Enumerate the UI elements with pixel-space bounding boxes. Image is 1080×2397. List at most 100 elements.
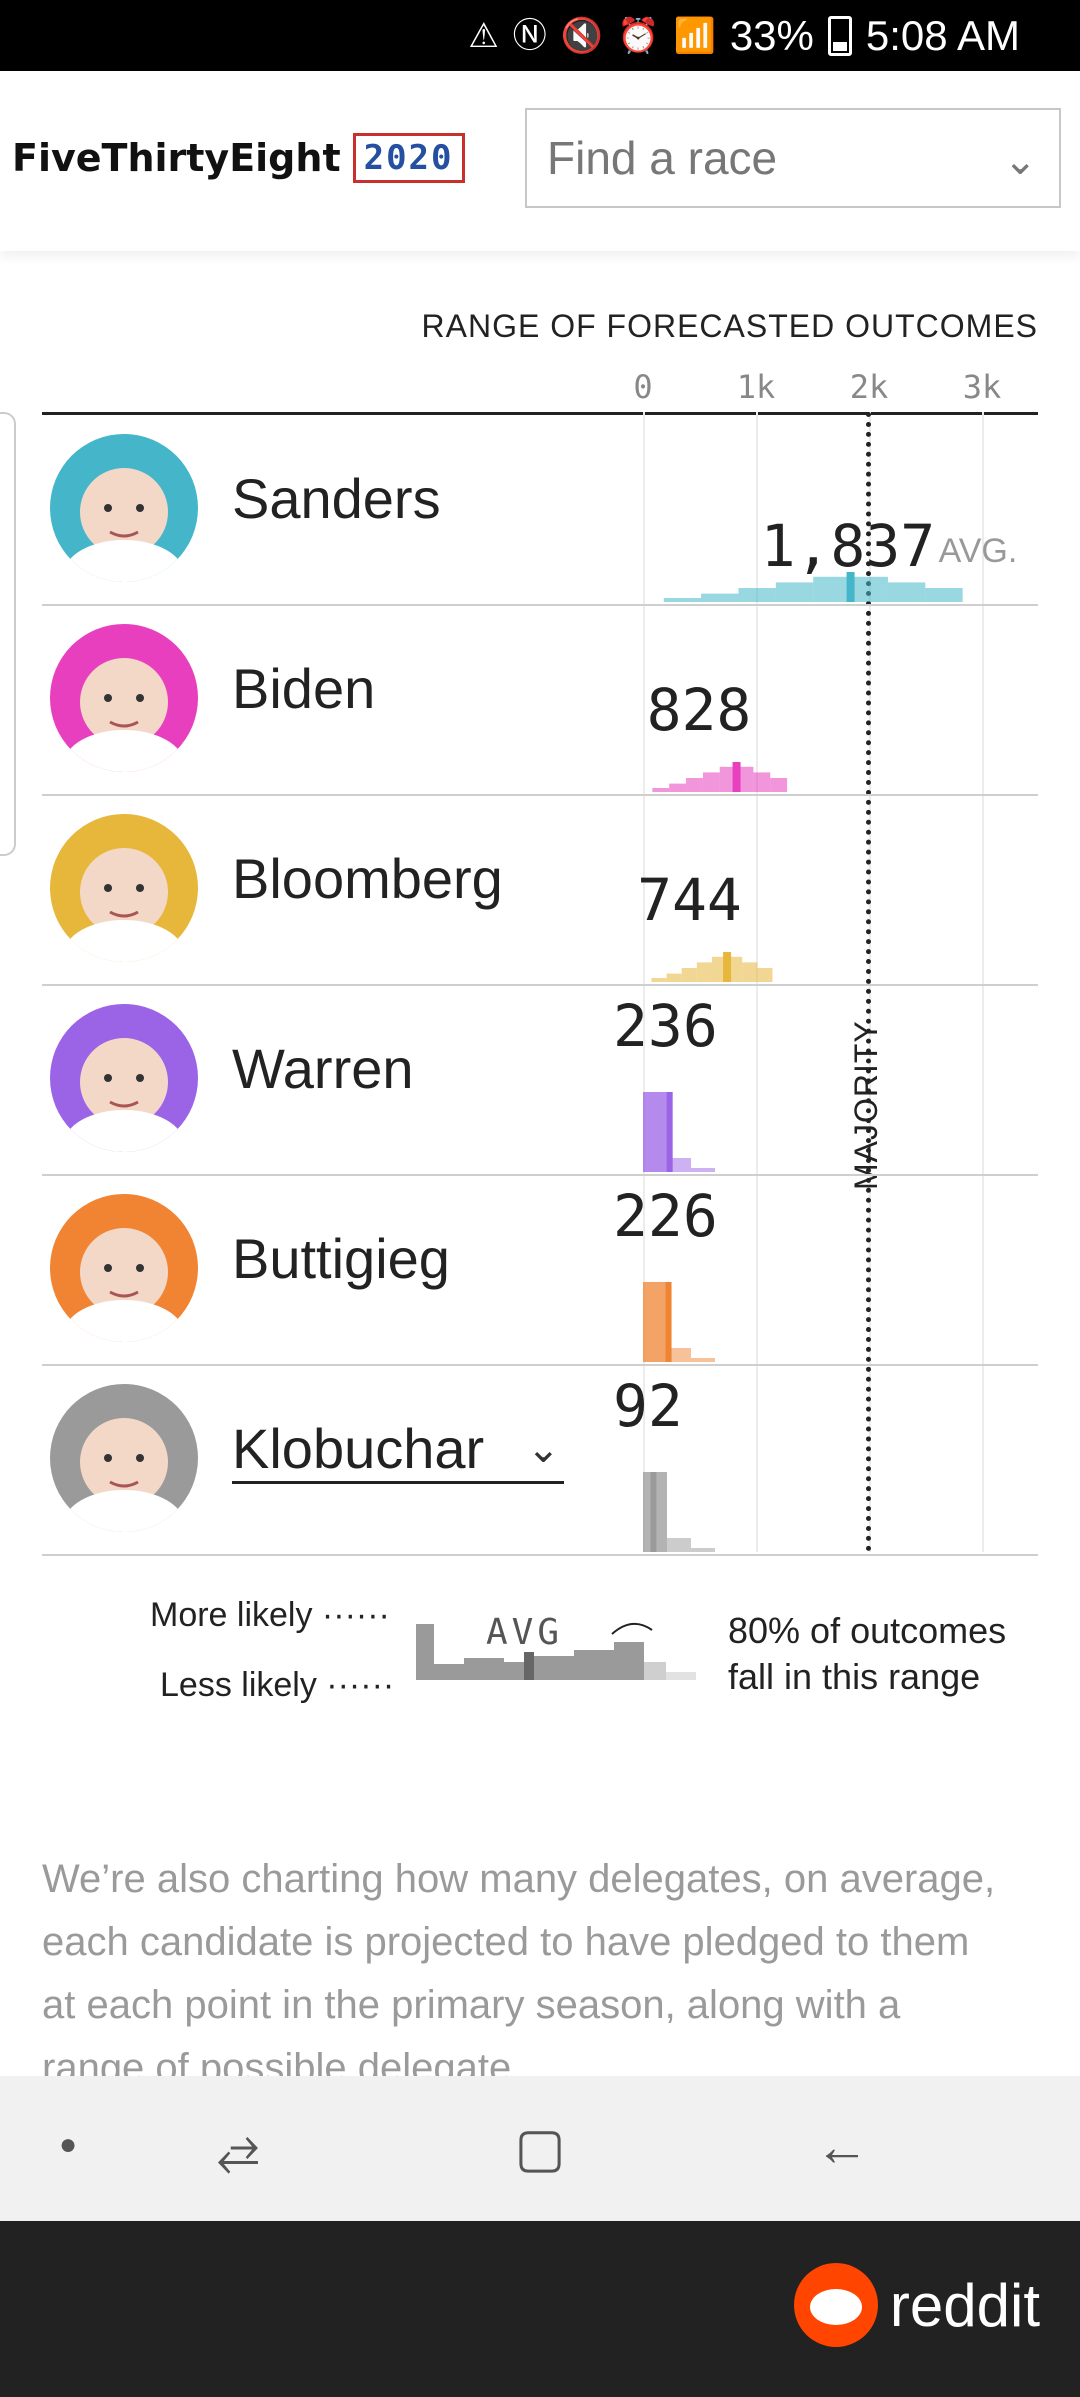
histogram-bar [663,598,702,602]
recent-apps-icon[interactable]: ⥄ [216,2117,260,2177]
brand-name: FiveThirtyEight [12,136,341,180]
histogram-bar [666,973,682,982]
histogram-bar [696,962,712,982]
x-tick-label: 0 [633,368,653,406]
histogram-bar [701,593,739,602]
histogram-bar [681,968,697,982]
delegate-value-label: 744 [637,866,742,934]
candidate-row: Bloomberg 744 [42,794,1038,986]
histogram-bar [643,1092,667,1172]
battery-percent: 33% [729,12,814,59]
clock: 5:08 AM [865,12,1020,59]
gridline [982,412,984,1552]
candidate-row: Klobuchar ⌄ 92 [42,1364,1038,1556]
histogram-bar [669,783,687,792]
candidate-avatar [50,434,198,582]
histogram-bar [686,778,703,792]
candidate-name: Bloomberg [232,847,503,910]
x-tick-label: 2k [849,368,889,406]
avg-marker [846,572,855,602]
wifi-icon: 📶 [673,17,716,55]
outcome-histogram [651,952,773,982]
histogram-bar [775,582,814,602]
histogram-bar [753,772,771,792]
histogram-bar [813,576,851,602]
reddit-logo: reddit [793,2263,1040,2347]
outcome-histogram [643,1472,715,1552]
histogram-bar [691,1358,715,1362]
histogram-bar [691,1168,715,1172]
candidate-name: Sanders [232,467,441,530]
find-race-input[interactable] [545,130,969,186]
delegate-value-label: 92 [613,1372,683,1440]
alert-icon: ⚠ [468,17,499,55]
histogram-bar [757,968,773,982]
candidate-row: Warren 236 [42,984,1038,1176]
candidate-name[interactable]: Klobuchar ⌄ [232,1416,565,1484]
reddit-footer: reddit [0,2221,1080,2397]
x-tick-label: 1k [736,368,776,406]
back-icon[interactable]: ← [815,2117,869,2177]
delegate-value-label: 828 [646,676,752,744]
legend-less-likely: Less likely ······ [160,1666,395,1704]
avg-marker [666,1092,673,1172]
outcome-histogram [663,572,963,602]
histogram-bar [742,962,758,982]
histogram-bar [643,1282,667,1362]
histogram-bar [652,788,670,792]
histogram-bar [651,978,667,982]
candidate-avatar [50,1004,198,1152]
brand-year: 2020 [352,133,465,183]
candidate-avatar [50,1194,198,1342]
candidate-row: Buttigieg 226 [42,1174,1038,1366]
nfc-icon: Ⓝ [512,17,547,55]
alarm-icon: ⏰ [617,17,660,55]
mute-icon: 🔇 [560,17,604,55]
avg-marker [732,762,741,792]
histogram-bar [719,766,737,792]
side-tab-handle[interactable] [0,412,16,856]
candidate-avatar [50,1384,198,1532]
home-icon[interactable]: ▢ [514,2118,566,2178]
histogram-bar [667,1348,691,1362]
candidate-row: Biden 828 [42,604,1038,796]
status-bar: ⚠ Ⓝ 🔇 ⏰ 📶 33% 5:08 AM [0,0,1080,71]
outcome-histogram [652,762,788,792]
nav-dot-icon[interactable]: ● [58,2128,78,2161]
histogram-bar [738,588,776,602]
delegate-value-label: 1,837 [760,512,936,580]
avg-label: AVG. [938,532,1018,570]
candidate-avatar [50,814,198,962]
histogram-bar [887,582,926,602]
avg-marker [665,1282,672,1362]
candidate-name: Buttigieg [232,1227,450,1290]
delegate-value-label: 236 [613,992,718,1060]
outcome-histogram [643,1282,715,1362]
avg-marker [723,952,732,982]
battery-icon [827,16,852,56]
majority-line [865,412,871,1552]
brand-logo[interactable]: FiveThirtyEight 2020 [12,133,465,183]
histogram-bar [702,772,720,792]
histogram-bar [850,576,888,602]
chevron-down-icon[interactable]: ⌄ [1003,139,1037,183]
find-race-select[interactable]: ⌄ [525,108,1061,208]
avg-marker [650,1472,657,1552]
histogram-bar [736,766,754,792]
chart-title: RANGE OF FORECASTED OUTCOMES [421,308,1038,344]
chevron-down-icon[interactable]: ⌄ [526,1427,561,1471]
x-tick-label: 3k [962,368,1002,406]
outcome-histogram [643,1092,715,1172]
axis-line [42,412,1038,415]
candidate-avatar [50,624,198,772]
legend-avg-label: AVG [486,1612,564,1653]
delegate-value-label: 226 [613,1182,718,1250]
article-paragraph: We’re also charting how many delegates, … [42,1857,996,2076]
legend-histogram [416,1623,696,1680]
gridline [643,412,645,1552]
candidate-row: Sanders 1,837 AVG. [42,414,1038,606]
site-header: FiveThirtyEight 2020 ⌄ [0,71,1080,251]
system-nav-bar: ● ⥄ ▢ ← [0,2076,1080,2221]
legend-more-likely: More likely ······ [150,1596,390,1634]
histogram-bar [667,1158,691,1172]
